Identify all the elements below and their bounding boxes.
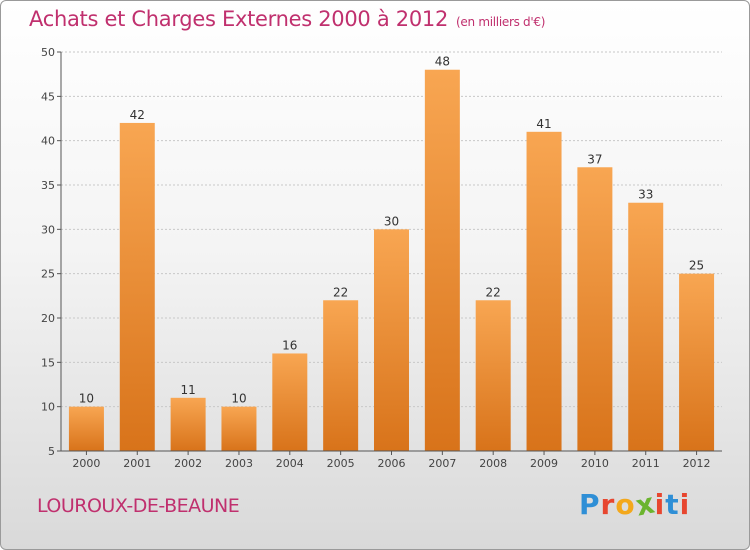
bar-2012 [679,273,715,451]
x-tick-label-2007: 2007 [428,457,456,470]
y-tick-label: 45 [41,90,55,103]
bar-2005 [323,300,359,451]
bar-2003 [221,406,257,451]
value-label-2001: 42 [130,108,145,122]
value-label-2005: 22 [333,285,348,299]
x-tick-label-2002: 2002 [174,457,202,470]
x-tick-label-2012: 2012 [683,457,711,470]
labels: 5 10 15 20 25 30 35 40 45 50 10 2000 42 2001 11 2002 10 2… [41,46,711,470]
bar-2001 [119,122,155,451]
proxiti-logo[interactable]: Proxiti [579,486,691,522]
y-tick-label: 15 [41,356,55,369]
logo-letter: r [600,488,616,521]
value-label-2007: 48 [435,55,450,69]
x-tick-label-2004: 2004 [276,457,304,470]
y-tick-label: 5 [48,445,55,458]
bar-2006 [374,229,409,451]
value-label-2011: 33 [638,188,653,202]
bar-2000 [68,406,104,451]
value-label-2008: 22 [486,285,501,299]
bar-2008 [475,300,511,451]
value-label-2010: 37 [587,152,602,166]
bar-2007 [424,69,460,451]
bar-2002 [170,397,206,451]
logo-letter: i [654,488,666,521]
y-tick-label: 20 [41,312,55,325]
value-label-2012: 25 [689,259,704,273]
chart-unit: (en milliers d'€) [456,15,546,29]
x-tick-label-2009: 2009 [530,457,558,470]
x-tick-label-2006: 2006 [378,457,406,470]
x-tick-label-2001: 2001 [123,457,151,470]
y-tick-label: 40 [41,135,55,148]
chart-title: Achats et Charges Externes 2000 à 2012 (e… [29,7,545,31]
x-tick-label-2003: 2003 [225,457,253,470]
value-label-2004: 16 [282,338,297,352]
bar-2009 [526,131,562,452]
value-label-2003: 10 [231,392,246,406]
y-tick-label: 10 [41,401,55,414]
value-label-2009: 41 [536,117,551,131]
value-label-2000: 10 [79,392,94,406]
value-label-2002: 11 [180,383,195,397]
value-label-2006: 30 [384,214,399,228]
x-tick-label-2010: 2010 [581,457,609,470]
y-tick-label: 30 [41,223,55,236]
bar-2010 [577,167,613,451]
axes [57,51,722,455]
x-tick-label-2011: 2011 [632,457,660,470]
x-tick-label-2008: 2008 [479,457,507,470]
bar-2011 [628,202,664,451]
chart-title-text: Achats et Charges Externes 2000 à 2012 [29,7,449,31]
bars [68,69,715,452]
commune-name: LOUROUX-DE-BEAUNE [37,495,240,517]
bar-2004 [272,353,308,451]
logo-letter: i [679,488,691,521]
x-tick-label-2005: 2005 [327,457,355,470]
bar-chart: 5 10 15 20 25 30 35 40 45 50 10 2000 42 2001 11 2002 10 2… [41,46,722,470]
x-tick-label-2000: 2000 [72,457,100,470]
logo-letter: o [615,488,636,521]
logo-letter: t [665,488,680,521]
logo-letter: P [579,488,601,521]
y-tick-label: 25 [41,268,55,281]
y-tick-label: 50 [41,46,55,59]
y-tick-label: 35 [41,179,55,192]
